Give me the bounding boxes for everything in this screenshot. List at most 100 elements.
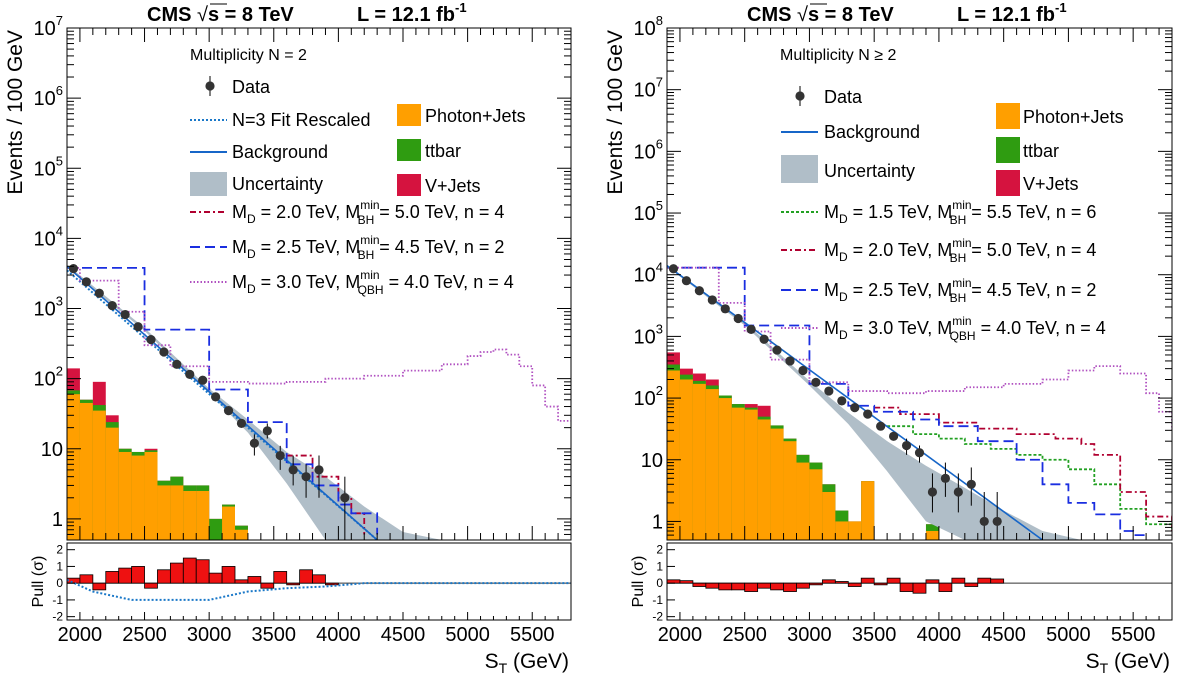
pull-tick-label: -1 <box>652 593 663 607</box>
sig-mid: = 2.5 TeV, M <box>256 237 361 257</box>
data-point <box>759 334 769 344</box>
sig-sub2: BH <box>950 251 967 265</box>
pull-bar <box>770 582 784 591</box>
sig-mid: = 1.5 TeV, M <box>848 202 953 222</box>
data-point <box>185 369 195 379</box>
photon-bar <box>196 490 210 540</box>
x-tick-label: 4000 <box>316 624 361 646</box>
y-tick-exp: 2 <box>656 383 663 398</box>
pull-bar <box>744 582 759 592</box>
multiplicity-label: Multiplicity N ≥ 2 <box>780 47 896 64</box>
pull-bar <box>234 579 249 584</box>
photon-bar <box>848 521 862 540</box>
legend-vjets-label: V+Jets <box>425 176 481 196</box>
data-point <box>694 286 704 296</box>
x-tick-label: 5000 <box>1046 624 1091 646</box>
pull-bar <box>912 582 927 594</box>
pull-bar <box>131 566 145 584</box>
y-tick-label: 103 <box>34 294 63 321</box>
photon-bar <box>822 492 836 540</box>
y-tick-exp: 8 <box>656 13 663 28</box>
photon-bar <box>157 485 171 540</box>
pull-bar <box>834 581 849 584</box>
photon-bar <box>718 398 732 540</box>
data-point <box>889 431 899 441</box>
photon-bar <box>183 490 197 540</box>
photon-bar <box>79 402 93 540</box>
pull-tick-label: 1 <box>56 559 63 573</box>
pull-bar <box>325 582 339 586</box>
background-line <box>67 265 378 540</box>
legend-uncertainty-label: Uncertainty <box>824 161 915 181</box>
pull-bar <box>692 582 707 587</box>
y-tick-base: 10 <box>634 326 656 348</box>
y-tick-exp: 5 <box>656 198 663 213</box>
title-lumi: L = 12.1 fb <box>357 4 455 26</box>
pull-bar <box>208 572 223 584</box>
sig-sub2: BH <box>358 213 375 227</box>
pull-bar <box>873 582 888 586</box>
legend-data-marker <box>205 81 215 91</box>
photon-bar <box>170 485 184 540</box>
data-point <box>146 335 156 345</box>
y-axis-label: Events / 100 GeV <box>4 30 27 195</box>
photon-bar <box>235 529 248 540</box>
data-point <box>966 479 976 489</box>
y-tick-exp: 6 <box>656 136 663 151</box>
sig-tail: = 4.5 TeV, n = 2 <box>966 280 1096 300</box>
y-tick-exp: 3 <box>656 321 663 336</box>
legend-vjets-swatch <box>996 170 1020 196</box>
pull-bar <box>221 566 236 584</box>
main-frame <box>66 27 572 541</box>
sig-sub: D <box>839 290 848 304</box>
signal-legend-label: MD = 1.5 TeV, Mmin BH = 5.5 TeV, n = 6 <box>824 198 1096 227</box>
signal-legend-label: MD = 2.5 TeV, Mmin BH = 4.5 TeV, n = 2 <box>232 233 504 262</box>
sig-tail: = 5.0 TeV, n = 4 <box>374 202 504 222</box>
y-tick-exp: 7 <box>56 13 63 28</box>
data-point <box>940 473 950 483</box>
photon-bar <box>222 506 235 540</box>
pull-bar <box>67 577 81 584</box>
sig-main: M <box>824 280 839 300</box>
signal-legend-label: MD = 3.0 TeV, Mmin QBH = 4.0 TeV, n = 4 <box>232 268 514 297</box>
title-energy: s = 8 TeV <box>808 4 894 26</box>
pull-bar <box>951 577 966 584</box>
photon-bar <box>796 462 810 540</box>
pull-bar <box>157 569 171 584</box>
pull-bar <box>195 559 210 584</box>
y-tick-base: 10 <box>634 265 656 287</box>
pull-bar <box>731 582 746 591</box>
pull-axis-label: Pull (σ) <box>630 556 647 608</box>
pull-bar <box>299 569 313 584</box>
pull-bar <box>925 579 940 584</box>
photon-bar <box>744 409 758 540</box>
sig-sup: min <box>360 268 379 282</box>
ttbar-bar <box>209 518 223 540</box>
sig-sub: D <box>247 212 256 226</box>
y-tick-label: 104 <box>634 260 663 287</box>
y-tick-exp: 5 <box>56 153 63 168</box>
legend-fit-label: N=3 Fit Rescaled <box>232 110 371 130</box>
y-tick-exp: 2 <box>56 364 63 379</box>
pull-bar <box>977 577 992 584</box>
y-tick-label: 105 <box>34 153 63 180</box>
pull-bar <box>796 582 810 589</box>
photon-bar <box>667 370 680 540</box>
data-point <box>953 487 963 497</box>
data-point <box>901 440 912 451</box>
data-point <box>223 406 234 416</box>
sig-sub2: QBH <box>950 329 976 343</box>
data-point <box>340 493 350 503</box>
title-lumi-exp: -1 <box>1055 0 1067 15</box>
data-point <box>159 347 169 357</box>
x-label-main: S <box>485 650 499 673</box>
chart-title: CMS √s = 8 TeV L = 12.1 fb-1 <box>747 0 1067 26</box>
legend-uncertainty-swatch <box>781 155 818 183</box>
photon-bar <box>92 410 106 540</box>
data-point <box>914 448 925 458</box>
sig-sub: D <box>839 212 848 226</box>
data-point <box>172 359 182 369</box>
y-tick-label: 10 <box>41 439 63 461</box>
data-point <box>811 377 821 387</box>
